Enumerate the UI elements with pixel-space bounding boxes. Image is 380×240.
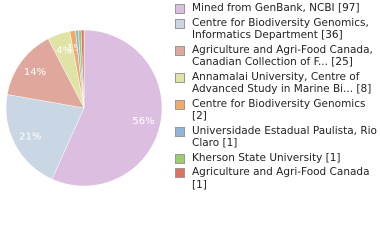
- legend-swatch: [175, 45, 185, 56]
- slice-label: 1%: [67, 43, 83, 54]
- legend-swatch: [175, 18, 185, 29]
- legend-label: Universidade Estadual Paulista, Rio Clar…: [192, 124, 377, 150]
- legend-label: Centre for Biodiversity Genomics, Inform…: [192, 16, 369, 42]
- legend-item: Kherson State University [1]: [172, 152, 377, 165]
- slice-label: 14%: [24, 67, 46, 78]
- legend-swatch: [175, 126, 185, 137]
- legend-label: Agriculture and Agri-Food Canada [1]: [192, 166, 370, 191]
- legend-item: Agriculture and Agri-Food Canada, Canadi…: [172, 44, 377, 69]
- legend-swatch: [175, 4, 185, 14]
- slice-label: 21%: [19, 131, 41, 142]
- legend-item: Agriculture and Agri-Food Canada [1]: [172, 166, 377, 191]
- legend: Mined from GenBank, NCBI [97] Centre for …: [172, 2, 377, 193]
- pie-slice: [80, 29, 85, 109]
- legend-item: Centre for Biodiversity Genomics, Inform…: [172, 17, 377, 42]
- legend-item: Annamalai University, Centre of Advanced…: [172, 71, 377, 96]
- legend-label: Kherson State University [1]: [192, 151, 341, 164]
- legend-item: Centre for Biodiversity Genomics [2]: [172, 98, 377, 123]
- pie-slice: [5, 94, 85, 180]
- legend-label: Centre for Biodiversity Genomics [2]: [192, 97, 366, 123]
- legend-label: Agriculture and Agri-Food Canada, Canadi…: [192, 43, 373, 69]
- slice-label: 4%: [56, 45, 72, 56]
- legend-swatch: [175, 168, 185, 178]
- legend-item: Universidade Estadual Paulista, Rio Clar…: [172, 125, 377, 150]
- legend-item: Mined from GenBank, NCBI [97]: [172, 2, 377, 15]
- slice-label: 56%: [132, 116, 154, 127]
- legend-swatch: [175, 153, 185, 164]
- pie-slice: [6, 38, 85, 109]
- legend-label: Mined from GenBank, NCBI [97]: [192, 2, 360, 14]
- pie-area: 56% 21% 14% 4%1%: [5, 29, 163, 187]
- legend-swatch: [175, 72, 185, 83]
- pie-slice: [51, 29, 163, 187]
- legend-label: Annamalai University, Centre of Advanced…: [192, 70, 372, 96]
- legend-swatch: [175, 99, 185, 110]
